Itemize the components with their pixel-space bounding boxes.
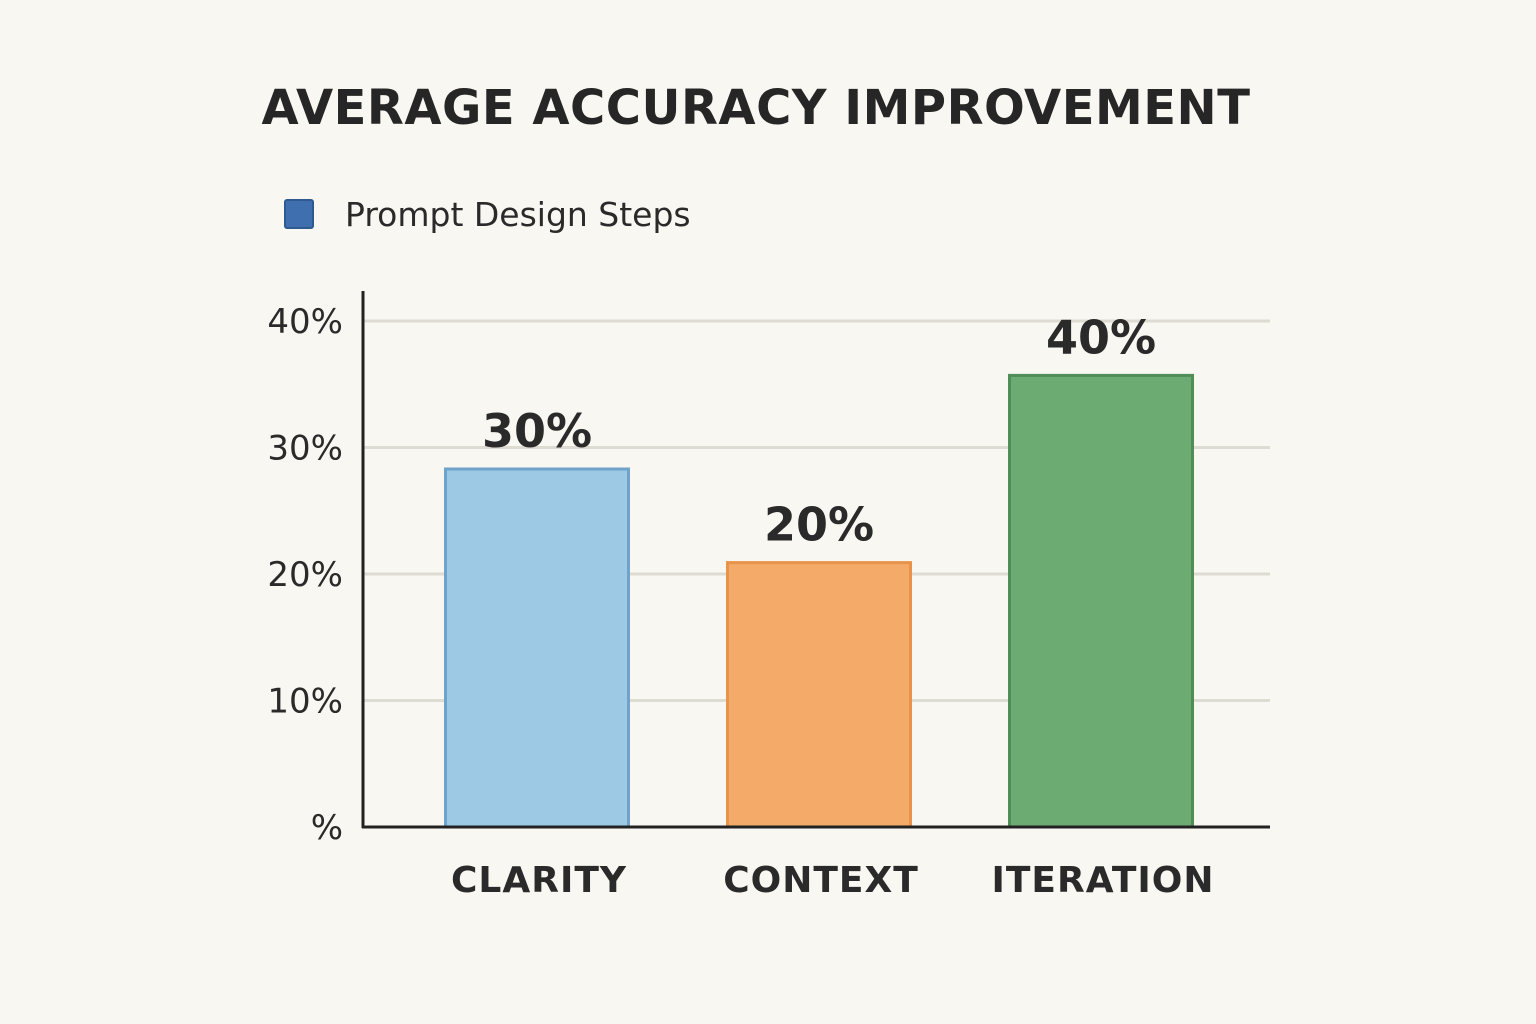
legend-label: Prompt Design Steps — [345, 194, 691, 234]
legend: Prompt Design Steps — [284, 192, 691, 236]
value-label: 30% — [482, 404, 592, 458]
y-tick-label: 40% — [267, 302, 343, 342]
y-tick-label: 30% — [267, 429, 343, 469]
category-label: ITERATION — [991, 860, 1214, 901]
value-label: 40% — [1046, 310, 1156, 364]
chart-title: AVERAGE ACCURACY IMPROVEMENT — [261, 80, 1251, 136]
bar-context — [726, 561, 912, 829]
category-label: CONTEXT — [723, 860, 919, 901]
legend-swatch — [284, 199, 314, 229]
category-label: CLARITY — [451, 860, 627, 901]
value-label: 20% — [764, 498, 874, 552]
bar-iteration — [1008, 373, 1194, 829]
y-tick-label: % — [311, 808, 343, 848]
y-tick-label: 10% — [267, 682, 343, 722]
y-tick-label: 20% — [267, 555, 343, 595]
bar-clarity — [444, 467, 630, 829]
